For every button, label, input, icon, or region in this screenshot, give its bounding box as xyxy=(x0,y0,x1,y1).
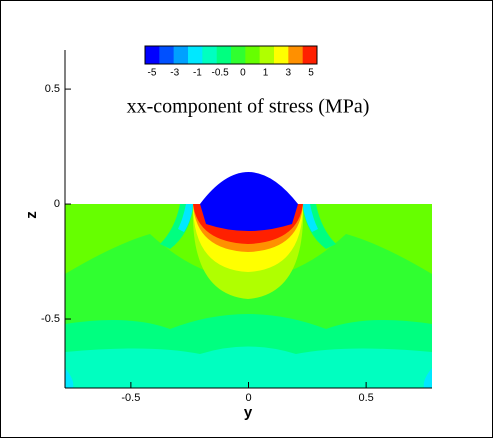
y-tick-label: -0.5 xyxy=(41,313,60,325)
colorbar-label: 1 xyxy=(263,68,269,79)
x-tick-label: -0.5 xyxy=(121,392,140,404)
colorbar-swatch xyxy=(145,46,160,64)
colorbar-swatch xyxy=(259,46,275,64)
colorbar-swatch xyxy=(274,46,289,64)
colorbar-swatch xyxy=(302,46,318,64)
colorbar-label: 3 xyxy=(286,68,292,79)
colorbar-swatch xyxy=(288,46,303,64)
contour-band xyxy=(200,172,298,232)
colorbar-swatch xyxy=(245,46,260,64)
colorbar-swatch xyxy=(173,46,189,64)
x-axis-title: y xyxy=(244,404,253,421)
colorbar-label: 5 xyxy=(308,68,314,79)
colorbar-frame xyxy=(144,45,318,65)
colorbar-swatch xyxy=(159,46,174,64)
colorbar-label: -3 xyxy=(170,68,179,79)
y-tick-label: 0 xyxy=(54,198,60,210)
y-axis-title: z xyxy=(23,211,40,219)
colorbar-swatch xyxy=(188,46,203,64)
colorbar-label: -1 xyxy=(193,68,202,79)
contour-band xyxy=(65,346,432,388)
colorbar-label: -0.5 xyxy=(212,68,230,79)
colorbar-label: 0 xyxy=(240,68,246,79)
colorbar-swatch xyxy=(231,46,246,64)
colorbar-swatch xyxy=(202,46,217,64)
colorbar-swatch xyxy=(216,46,232,64)
colorbar-label: -5 xyxy=(148,68,157,79)
chart-title: xx-component of stress (MPa) xyxy=(127,96,370,118)
x-tick-label: 0 xyxy=(245,392,251,404)
contour-band xyxy=(178,204,318,233)
x-tick-label: 0.5 xyxy=(358,392,373,404)
y-tick-label: 0.5 xyxy=(45,83,60,95)
axes xyxy=(64,50,432,389)
contour-field xyxy=(65,172,432,388)
